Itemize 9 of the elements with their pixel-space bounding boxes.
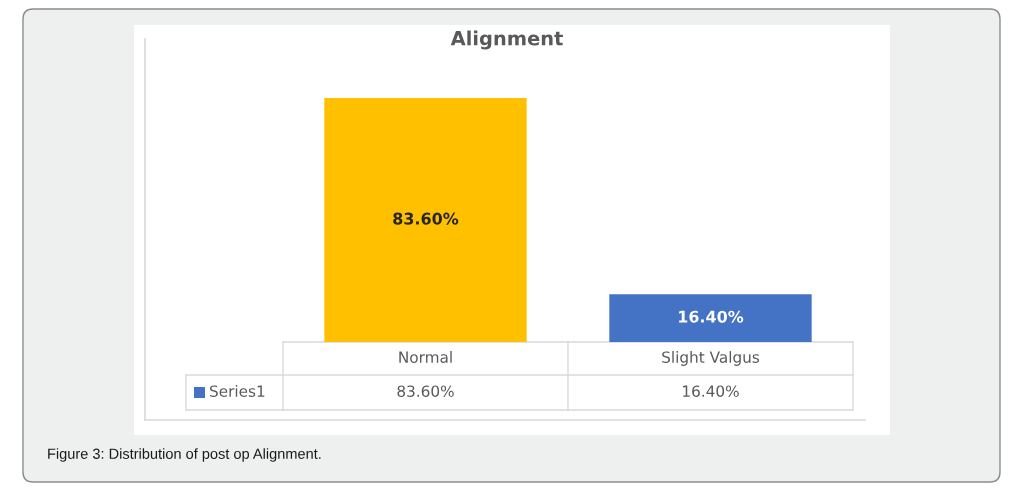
data-label: 83.60% [397, 385, 454, 397]
caption: Figure 3: Distribution of post op Alignment. [48, 448, 321, 462]
x-tick-label: Normal [399, 351, 452, 363]
text: 83.60% [393, 212, 459, 225]
data-label: 16.40% [683, 385, 739, 397]
chart-title: Alignment [450, 30, 563, 50]
legend-label: Series1 [210, 385, 265, 397]
x-tick-label: Slight Valgus [662, 351, 760, 366]
text: 16.40% [679, 310, 744, 323]
